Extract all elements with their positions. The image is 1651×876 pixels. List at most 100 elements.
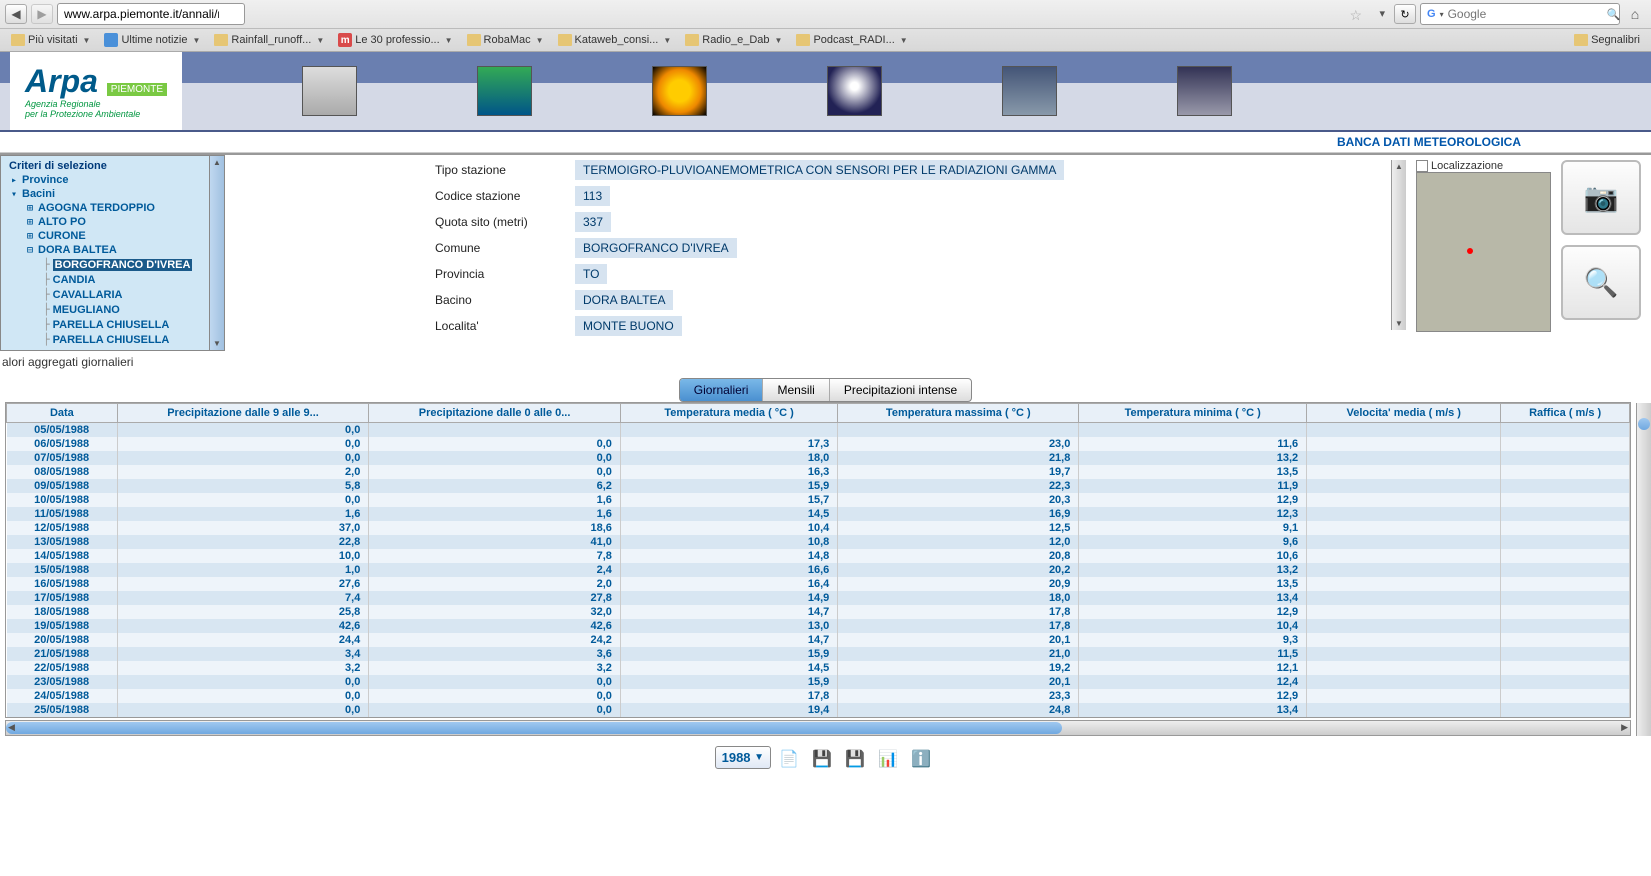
table-cell: 20,1 [838, 633, 1079, 647]
back-button[interactable]: ◀ [5, 4, 27, 24]
camera-button[interactable]: 📷 [1561, 160, 1641, 235]
banner-image-5[interactable] [1002, 66, 1057, 116]
banner-image-6[interactable] [1177, 66, 1232, 116]
forward-button[interactable]: ▶ [31, 4, 53, 24]
table-row[interactable]: 21/05/19883,43,615,921,011,5 [7, 647, 1630, 661]
table-row[interactable]: 06/05/19880,00,017,323,011,6 [7, 437, 1630, 451]
tree-item[interactable]: ├ MEUGLIANO [1, 302, 224, 317]
table-row[interactable]: 18/05/198825,832,014,717,812,9 [7, 605, 1630, 619]
search-input[interactable] [1448, 7, 1603, 21]
table-row[interactable]: 07/05/19880,00,018,021,813,2 [7, 451, 1630, 465]
table-cell [1501, 479, 1630, 493]
table-row[interactable]: 19/05/198842,642,613,017,810,4 [7, 619, 1630, 633]
sidebar-scrollbar[interactable] [209, 156, 224, 350]
home-button[interactable]: ⌂ [1624, 3, 1646, 25]
column-header[interactable]: Temperatura media ( °C ) [620, 404, 837, 423]
tree-item[interactable]: ├ PARELLA CHIUSELLA [1, 332, 224, 347]
bookmark-item[interactable]: mLe 30 professio...▼ [335, 32, 455, 48]
tab[interactable]: Precipitazioni intense [830, 379, 971, 401]
table-vertical-scrollbar[interactable] [1636, 403, 1651, 736]
table-row[interactable]: 12/05/198837,018,610,412,59,1 [7, 521, 1630, 535]
table-row[interactable]: 25/05/19880,00,019,424,813,4 [7, 703, 1630, 717]
column-header[interactable]: Temperatura minima ( °C ) [1079, 404, 1307, 423]
url-dropdown-icon[interactable]: ▾ [1379, 7, 1385, 20]
column-header[interactable]: Precipitazione dalle 0 alle 0... [369, 404, 621, 423]
table-row[interactable]: 11/05/19881,61,614,516,912,3 [7, 507, 1630, 521]
year-selector[interactable]: 1988 ▼ [715, 746, 771, 769]
tree-item[interactable]: ├ BORGOFRANCO D'IVREA [1, 257, 224, 272]
bookmark-item[interactable]: Rainfall_runoff...▼ [211, 33, 327, 47]
tree-item[interactable]: ⊞CURONE [1, 229, 224, 243]
bookmark-item[interactable]: Kataweb_consi...▼ [555, 33, 675, 47]
folder-icon [214, 34, 228, 46]
table-cell [1307, 647, 1501, 661]
detail-scrollbar[interactable] [1391, 160, 1406, 330]
table-row[interactable]: 05/05/19880,0 [7, 423, 1630, 438]
location-map[interactable] [1416, 172, 1551, 332]
save-alt-icon[interactable]: 💾 [843, 747, 867, 771]
banner-image-1[interactable] [302, 66, 357, 116]
field-label: Localita' [435, 319, 575, 333]
table-row[interactable]: 23/05/19880,00,015,920,112,4 [7, 675, 1630, 689]
bookmark-item[interactable]: Ultime notizie▼ [101, 32, 203, 48]
column-header[interactable]: Raffica ( m/s ) [1501, 404, 1630, 423]
table-horizontal-scrollbar[interactable]: ◀ ▶ [5, 720, 1631, 736]
tree-item[interactable]: ▾Bacini [1, 187, 224, 201]
table-row[interactable]: 13/05/198822,841,010,812,09,6 [7, 535, 1630, 549]
field-label: Bacino [435, 293, 575, 307]
bookmarks-menu[interactable]: Segnalibri [1571, 33, 1643, 47]
tree-item[interactable]: ⊞ALTO PO [1, 215, 224, 229]
bookmark-item[interactable]: Più visitati▼ [8, 33, 93, 47]
table-cell: 19,4 [620, 703, 837, 717]
table-cell [1501, 605, 1630, 619]
table-row[interactable]: 14/05/198810,07,814,820,810,6 [7, 549, 1630, 563]
folder-icon [558, 34, 572, 46]
table-row[interactable]: 09/05/19885,86,215,922,311,9 [7, 479, 1630, 493]
column-header[interactable]: Temperatura massima ( °C ) [838, 404, 1079, 423]
table-cell: 10,0 [117, 549, 369, 563]
column-header[interactable]: Data [7, 404, 118, 423]
bookmark-item[interactable]: RobaMac▼ [464, 33, 547, 47]
tree-item[interactable]: ▸Province [1, 173, 224, 187]
tree-item[interactable]: ├ PARELLA CHIUSELLA [1, 317, 224, 332]
table-row[interactable]: 20/05/198824,424,214,720,19,3 [7, 633, 1630, 647]
table-cell [1307, 549, 1501, 563]
tree-item[interactable]: ⊞AGOGNA TERDOPPIO [1, 201, 224, 215]
bookmark-item[interactable]: Radio_e_Dab▼ [682, 33, 785, 47]
tree-label: CURONE [38, 230, 86, 242]
tab[interactable]: Mensili [763, 379, 829, 401]
table-row[interactable]: 10/05/19880,01,615,720,312,9 [7, 493, 1630, 507]
bookmark-star-icon[interactable]: ☆ [1349, 7, 1362, 24]
banner-image-2[interactable] [477, 66, 532, 116]
table-cell: 20,9 [838, 577, 1079, 591]
tab[interactable]: Giornalieri [680, 379, 764, 401]
tree-item[interactable]: ├ CAVALLARIA [1, 287, 224, 302]
banner-image-3[interactable] [652, 66, 707, 116]
map-search-button[interactable]: 🔍 [1561, 245, 1641, 320]
table-row[interactable]: 08/05/19882,00,016,319,713,5 [7, 465, 1630, 479]
column-header[interactable]: Precipitazione dalle 9 alle 9... [117, 404, 369, 423]
save-icon[interactable]: 💾 [810, 747, 834, 771]
column-header[interactable]: Velocita' media ( m/s ) [1307, 404, 1501, 423]
banner-image-4[interactable] [827, 66, 882, 116]
chart-icon[interactable]: 📊 [876, 747, 900, 771]
table-cell: 15,9 [620, 675, 837, 689]
search-icon[interactable]: 🔍 [1607, 8, 1621, 21]
table-row[interactable]: 17/05/19887,427,814,918,013,4 [7, 591, 1630, 605]
table-row[interactable]: 22/05/19883,23,214,519,212,1 [7, 661, 1630, 675]
tree-label: AGOGNA TERDOPPIO [38, 202, 155, 214]
table-cell [1307, 535, 1501, 549]
document-icon[interactable]: 📄 [777, 747, 801, 771]
url-input[interactable] [57, 3, 245, 25]
search-box[interactable]: G ▾ 🔍 [1420, 3, 1620, 25]
table-row[interactable]: 15/05/19881,02,416,620,213,2 [7, 563, 1630, 577]
logo[interactable]: Arpa PIEMONTE Agenzia Regionale per la P… [10, 52, 182, 130]
reload-button[interactable]: ↻ [1394, 4, 1416, 24]
table-row[interactable]: 24/05/19880,00,017,823,312,9 [7, 689, 1630, 703]
bookmark-item[interactable]: Podcast_RADI...▼ [793, 33, 910, 47]
tree-item[interactable]: ├ CANDIA [1, 272, 224, 287]
table-row[interactable]: 16/05/198827,62,016,420,913,5 [7, 577, 1630, 591]
info-icon[interactable]: ℹ️ [909, 747, 933, 771]
tree-item[interactable]: ⊟DORA BALTEA [1, 243, 224, 257]
table-cell [369, 423, 621, 438]
